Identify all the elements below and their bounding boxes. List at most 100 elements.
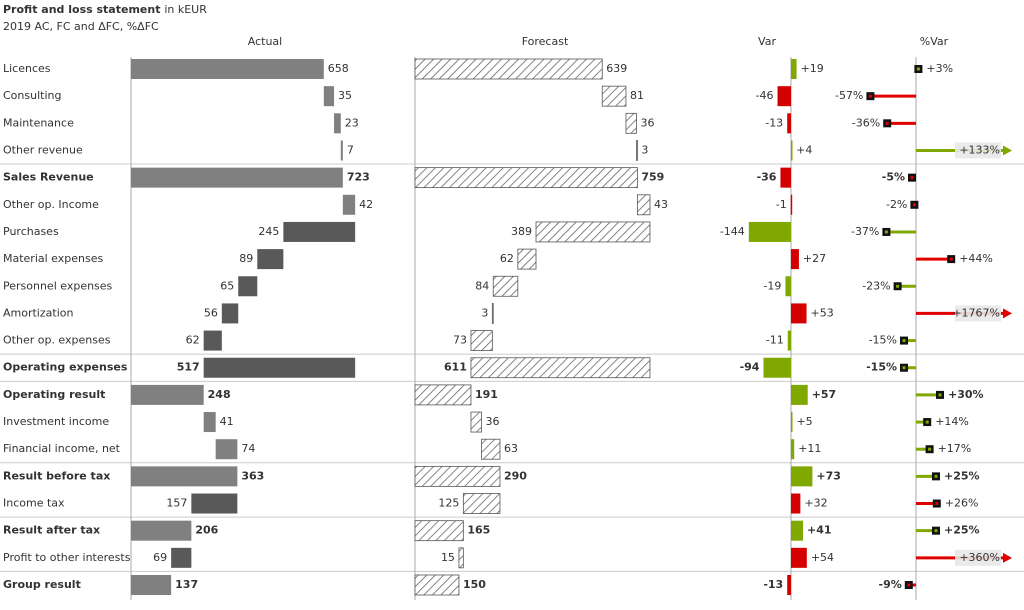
pct-marker-dot <box>902 339 906 343</box>
var-label: +27 <box>803 252 826 265</box>
var-label: -94 <box>740 361 760 374</box>
pct-label: +133% <box>959 143 1000 156</box>
row-label: Investment income <box>3 415 109 428</box>
row-label: Purchases <box>3 225 59 238</box>
var-label: -11 <box>766 334 784 347</box>
title: Profit and loss statement <box>3 3 160 16</box>
row-label: Personnel expenses <box>3 279 113 292</box>
var-bar <box>791 493 801 514</box>
value-label: 69 <box>153 551 167 564</box>
var-bar <box>791 520 804 541</box>
pct-label: +3% <box>926 62 953 75</box>
value-label: 62 <box>186 334 200 347</box>
actual-bar <box>203 412 216 433</box>
pct-marker-dot <box>949 257 953 261</box>
actual-bar <box>340 140 343 161</box>
row-label: Operating result <box>3 388 105 401</box>
var-bar <box>748 221 791 242</box>
pct-label-bg <box>955 305 1001 322</box>
forecast-bar <box>414 58 603 80</box>
var-label: -144 <box>720 225 745 238</box>
value-label: 15 <box>441 551 455 564</box>
value-label: 3 <box>641 143 648 156</box>
pct-marker-dot <box>925 420 929 424</box>
pct-label: +30% <box>948 388 984 401</box>
actual-bar <box>203 330 222 351</box>
pct-marker-dot <box>868 94 872 98</box>
var-label: +32 <box>804 497 827 510</box>
value-label: 639 <box>606 62 627 75</box>
pct-label: -15% <box>869 334 897 347</box>
var-bar <box>791 140 793 161</box>
var-bar <box>791 384 808 405</box>
pct-marker-dot <box>910 176 914 180</box>
row-label: Profit to other interests <box>3 551 131 564</box>
value-label: 363 <box>241 469 264 482</box>
value-label: 41 <box>220 415 234 428</box>
actual-bar <box>323 86 335 107</box>
value-label: 157 <box>166 497 187 510</box>
value-label: 36 <box>641 116 655 129</box>
forecast-bar <box>517 248 537 270</box>
actual-bar <box>334 113 341 134</box>
actual-bar <box>131 466 238 487</box>
actual-bar <box>131 59 324 79</box>
row-label: Financial income, net <box>3 442 121 455</box>
value-label: 35 <box>338 89 352 102</box>
var-label: -19 <box>763 279 781 292</box>
forecast-bar <box>601 85 627 107</box>
actual-bar <box>131 167 343 188</box>
pct-marker-dot <box>935 502 939 506</box>
actual-bar <box>203 357 356 378</box>
value-label: 43 <box>654 198 668 211</box>
pct-marker-dot <box>934 474 938 478</box>
row-label: Consulting <box>3 89 61 102</box>
row-label: Result before tax <box>3 469 110 482</box>
row-label: Material expenses <box>3 252 103 265</box>
value-label: 191 <box>475 388 498 401</box>
pct-arrow <box>1003 145 1012 156</box>
row-label: Maintenance <box>3 116 74 129</box>
column-header: %Var <box>920 35 949 48</box>
var-bar <box>790 194 793 215</box>
value-label: 65 <box>220 279 234 292</box>
row-label: Amortization <box>3 306 73 319</box>
forecast-bar <box>414 520 464 542</box>
actual-bar <box>131 575 172 595</box>
title-unit: in kEUR <box>164 3 207 16</box>
pct-label: -37% <box>851 225 879 238</box>
value-label: 248 <box>208 388 231 401</box>
var-bar <box>791 249 799 270</box>
forecast-bar <box>458 547 464 569</box>
value-label: 150 <box>463 578 486 591</box>
forecast-bar <box>481 438 501 460</box>
actual-bar <box>191 493 238 514</box>
pct-marker-dot <box>934 529 938 533</box>
pct-label: -15% <box>866 361 897 374</box>
pct-label: +25% <box>944 524 980 537</box>
var-bar <box>791 303 807 324</box>
pct-label: -57% <box>835 89 863 102</box>
pct-marker-dot <box>907 583 911 587</box>
actual-bar <box>131 520 192 541</box>
actual-bar <box>215 439 238 460</box>
pct-marker-dot <box>902 366 906 370</box>
var-label: +73 <box>816 469 841 482</box>
forecast-bar <box>414 384 472 406</box>
forecast-bar <box>414 465 501 487</box>
forecast-bar <box>470 357 651 379</box>
value-label: 73 <box>453 334 467 347</box>
value-label: 81 <box>630 89 644 102</box>
value-label: 137 <box>175 578 198 591</box>
pct-label: +25% <box>944 469 980 482</box>
chart-title: Profit and loss statement in kEUR <box>3 3 207 16</box>
actual-bar <box>257 249 284 270</box>
value-label: 389 <box>511 225 532 238</box>
row-label: Other revenue <box>3 143 83 156</box>
pct-marker-dot <box>884 230 888 234</box>
forecast-bar <box>462 493 501 514</box>
column-header: Var <box>758 35 776 48</box>
var-label: -13 <box>765 116 783 129</box>
var-label: +11 <box>798 442 821 455</box>
pct-arrow <box>1003 308 1012 319</box>
